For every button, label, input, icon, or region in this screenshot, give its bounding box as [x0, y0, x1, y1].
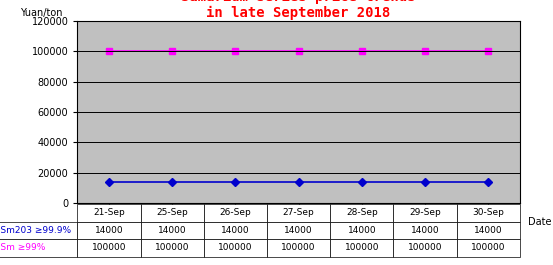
Text: Yuan/ton: Yuan/ton: [20, 8, 62, 17]
Title: Samarium series price trends
in late September 2018: Samarium series price trends in late Sep…: [181, 0, 416, 20]
Text: Date: Date: [528, 217, 552, 227]
